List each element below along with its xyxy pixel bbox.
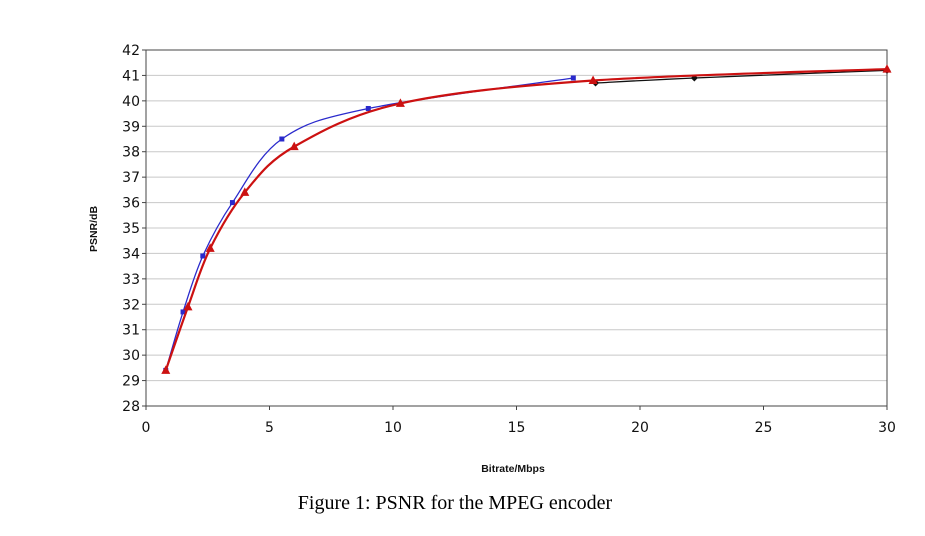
grid-lines (146, 74, 887, 382)
x-tick-label: 20 (631, 420, 649, 436)
data-point-triangle (205, 243, 215, 252)
x-tick-labels: 0 5 10 15 20 25 30 (142, 406, 896, 436)
y-tick-label: 42 (122, 43, 140, 59)
x-tick-label: 25 (755, 420, 773, 436)
data-point-triangle (240, 187, 250, 196)
series-line-diamond (595, 69, 888, 84)
y-tick-label: 36 (122, 196, 140, 212)
data-point-square (279, 136, 285, 142)
y-tick-labels: 28 29 30 31 32 33 34 35 36 37 38 39 40 41 42 (122, 43, 146, 415)
y-tick-label: 33 (122, 272, 140, 288)
data-point-square (365, 105, 371, 111)
series-line-square (165, 77, 574, 371)
data-point-triangle (289, 141, 299, 151)
y-tick-label: 37 (122, 170, 140, 186)
data-point-triangle (588, 75, 598, 85)
data-point-square (180, 309, 186, 315)
series-line-triangle (164, 67, 888, 371)
y-tick-label: 32 (122, 297, 140, 313)
data-point-triangle (183, 301, 193, 311)
x-tick-label: 0 (142, 420, 151, 436)
x-tick-label: 15 (508, 420, 526, 436)
y-tick-label: 38 (122, 145, 140, 161)
data-point-square (200, 253, 206, 259)
y-tick-label: 30 (122, 348, 140, 364)
y-tick-label: 40 (122, 94, 140, 110)
y-tick-label: 31 (122, 323, 140, 339)
data-point-square (229, 200, 235, 206)
y-tick-label: 41 (122, 68, 140, 84)
y-axis-label: PSNR/dB (88, 206, 100, 253)
data-point-square (570, 75, 576, 81)
figure-caption: Figure 1: PSNR for the MPEG encoder (297, 492, 613, 514)
data-point-triangle (882, 64, 892, 73)
y-tick-label: 39 (122, 119, 140, 135)
psnr-chart: 28 29 30 31 32 33 34 35 36 37 38 39 40 41 42 0 5 10 15 20 2… (88, 43, 896, 475)
series-layer (161, 64, 892, 374)
y-tick-label: 34 (122, 246, 140, 262)
data-point-triangle (395, 98, 405, 107)
y-tick-label: 35 (122, 221, 140, 237)
x-tick-label: 30 (878, 420, 896, 436)
y-tick-label: 29 (122, 374, 140, 390)
x-tick-label: 10 (384, 420, 402, 436)
x-tick-label: 5 (265, 420, 274, 436)
y-tick-label: 28 (122, 399, 140, 415)
data-point-triangle (161, 365, 171, 374)
x-axis-label: Bitrate/Mbps (481, 463, 545, 475)
